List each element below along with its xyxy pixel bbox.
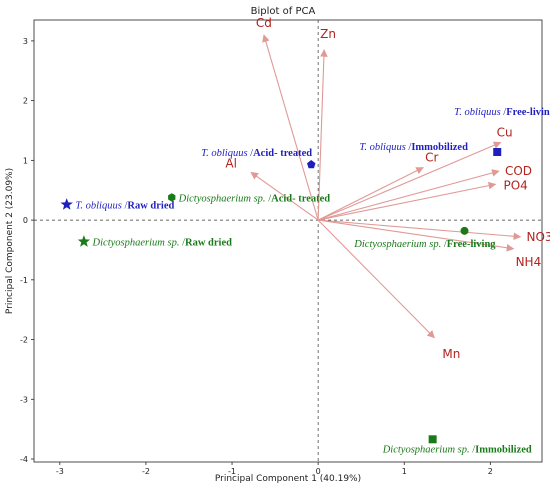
loading-arrow — [318, 219, 522, 241]
loading-arrow — [317, 169, 500, 221]
y-tick-label: 2 — [23, 97, 28, 106]
observation-treatment: Immobilized — [475, 444, 532, 455]
loading-arrow — [317, 219, 435, 339]
observation-label: Dictyosphaerium sp. /Immobilized — [382, 444, 532, 455]
observation-label: Dictyosphaerium sp. /Acid- treated — [178, 193, 331, 204]
y-tick-label: -3 — [20, 395, 28, 404]
observation-species: T. obliquus — [201, 148, 247, 159]
y-tick-label: 1 — [23, 156, 28, 165]
observation-treatment: Immobilized — [411, 142, 468, 153]
observation-label: T. obliquus /Free-living — [454, 107, 550, 118]
variable-label: Mn — [442, 347, 460, 361]
variable-label: NO3 — [526, 230, 550, 244]
variable-label: NH4 — [516, 255, 542, 269]
chart-title: Biplot of PCA — [251, 6, 316, 17]
loading-arrows — [250, 34, 522, 339]
loading-arrow — [250, 171, 319, 221]
x-tick-label: -1 — [228, 467, 236, 476]
observation-treatment: Acid- treated — [271, 193, 330, 204]
loading-arrow — [317, 167, 424, 221]
observation-treatment: Free-living — [447, 239, 497, 250]
variable-label: Cr — [425, 151, 438, 165]
x-tick-label: 2 — [488, 467, 493, 476]
loading-arrow — [318, 181, 497, 221]
observation-species: T. obliquus — [359, 142, 405, 153]
observation-species: Dictyosphaerium sp. — [353, 239, 441, 250]
variable-label: Al — [225, 156, 237, 170]
variable-label: Cu — [497, 125, 513, 139]
loading-arrow — [317, 49, 328, 221]
x-axis-ticks: -3 -2 -1 0 1 2 — [56, 462, 493, 476]
observation-point — [77, 235, 91, 247]
y-tick-label: -4 — [20, 455, 28, 464]
observation-label: T. obliquus /Acid- treated — [201, 148, 312, 159]
loading-arrow — [262, 34, 319, 221]
variable-label: COD — [505, 164, 532, 178]
variable-label: Cd — [256, 16, 272, 30]
observation-treatment: Free-living — [506, 107, 550, 118]
observation-separator: / — [441, 239, 447, 250]
observation-label: T. obliquus /Immobilized — [359, 142, 468, 153]
observation-point — [60, 198, 73, 210]
variable-label: Zn — [320, 27, 336, 41]
x-tick-label: 0 — [316, 467, 321, 476]
observation-separator: / — [122, 201, 128, 212]
observation-point — [168, 193, 176, 202]
observation-treatment: Acid- treated — [253, 148, 312, 159]
observation-point — [307, 160, 316, 169]
observation-point — [428, 435, 437, 444]
observation-species: Dictyosphaerium sp. — [382, 444, 470, 455]
observation-label: Dictyosphaerium sp. /Free-living — [353, 239, 496, 250]
observation-label: T. obliquus /Raw dried — [75, 201, 174, 212]
y-tick-label: -2 — [20, 336, 28, 345]
observation-treatment: Raw dried — [127, 201, 174, 212]
observation-separator: / — [501, 107, 507, 118]
y-tick-label: 0 — [23, 216, 28, 225]
observation-separator: / — [248, 148, 254, 159]
plot-frame — [33, 19, 543, 463]
zero-lines — [34, 20, 542, 462]
observation-label: Dictyosphaerium sp. /Raw dried — [92, 238, 233, 249]
y-axis-ticks: -4 -3 -2 -1 0 1 2 3 — [20, 37, 34, 464]
y-tick-label: 3 — [23, 37, 28, 46]
observation-points — [60, 148, 502, 444]
observation-point — [460, 226, 469, 235]
variable-label: PO4 — [504, 178, 528, 192]
observation-species: Dictyosphaerium sp. — [178, 193, 266, 204]
observation-species: T. obliquus — [75, 201, 121, 212]
loading-arrow — [318, 219, 515, 252]
observation-treatment: Raw dried — [185, 238, 232, 249]
observation-separator: / — [266, 193, 272, 204]
y-tick-label: -1 — [20, 276, 28, 285]
x-tick-label: -3 — [56, 467, 64, 476]
observation-species: Dictyosphaerium sp. — [92, 238, 180, 249]
x-tick-label: -2 — [142, 467, 150, 476]
x-axis-label: Principal Component 1 (40.19%) — [215, 474, 361, 484]
observation-species: T. obliquus — [454, 107, 500, 118]
observation-point — [493, 148, 502, 157]
observation-separator: / — [470, 444, 476, 455]
observation-separator: / — [406, 142, 412, 153]
x-tick-label: 1 — [402, 467, 407, 476]
observation-separator: / — [179, 238, 185, 249]
loading-arrow — [317, 141, 502, 221]
y-axis-label: Principal Component 2 (23.09%) — [5, 168, 15, 314]
